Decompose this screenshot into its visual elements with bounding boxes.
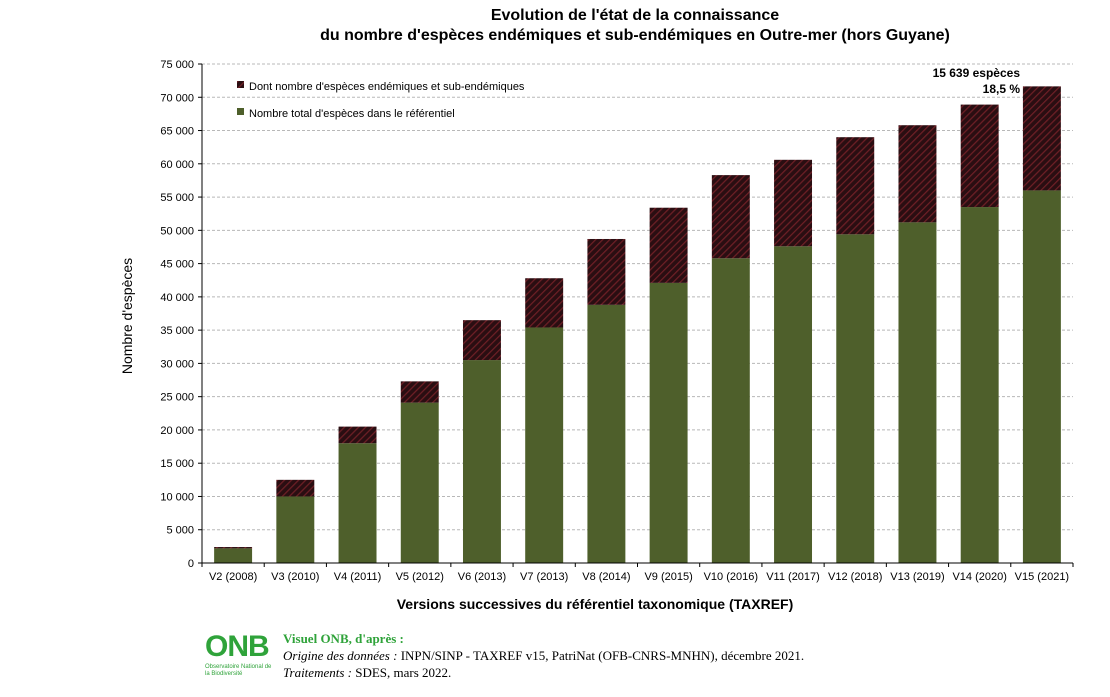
x-tick-label: V8 (2014) bbox=[582, 571, 630, 583]
bar-endemic bbox=[898, 125, 937, 223]
origin-text: INPN/SINP - TAXREF v15, PatriNat (OFB-CN… bbox=[397, 648, 805, 663]
bar-total bbox=[836, 234, 875, 564]
chart-title-line2: du nombre d'espèces endémiques et sub-en… bbox=[320, 27, 950, 44]
bar-endemic bbox=[774, 159, 813, 247]
x-tick-label: V15 (2021) bbox=[1015, 571, 1069, 583]
credits: Visuel ONB, d'après : Origine des donnée… bbox=[283, 630, 983, 681]
onb-logo: ONB Observatoire National de la Biodiver… bbox=[205, 630, 275, 688]
y-tick-label: 70 000 bbox=[160, 92, 194, 104]
y-tick-label: 5 000 bbox=[166, 525, 194, 537]
x-tick-labels: V2 (2008) V3 (2010) V4 (2011) V5 (2012) V6 (… bbox=[201, 563, 1074, 583]
credits-heading: Visuel ONB, d'après : bbox=[283, 631, 404, 646]
bar-endemic bbox=[960, 104, 999, 208]
bar-endemic bbox=[338, 426, 377, 444]
bar-endemic bbox=[276, 479, 315, 497]
bar-endemic bbox=[1022, 86, 1061, 191]
y-tick-label: 10 000 bbox=[160, 491, 194, 503]
y-tick-label: 50 000 bbox=[160, 225, 194, 237]
gridlines bbox=[202, 63, 1073, 531]
y-tick-label: 30 000 bbox=[160, 358, 194, 370]
bar-total bbox=[1022, 190, 1061, 563]
bar-endemic bbox=[525, 278, 564, 328]
legend-label-endemic: Dont nombre d'espèces endémiques et sub-… bbox=[249, 81, 525, 93]
x-tick-label: V3 (2010) bbox=[271, 571, 319, 583]
bar-total bbox=[276, 496, 315, 563]
bar-endemic bbox=[587, 238, 626, 305]
chart-title-line1: Evolution de l'état de la connaissance bbox=[491, 7, 779, 24]
x-tick-label: V5 (2012) bbox=[396, 571, 444, 583]
bar-total bbox=[338, 443, 377, 563]
x-tick-label: V14 (2020) bbox=[952, 571, 1006, 583]
y-tick-label: 0 bbox=[188, 558, 194, 570]
chart: Evolution de l'état de la connaissance d… bbox=[119, 7, 1074, 612]
bar-total bbox=[214, 548, 253, 563]
bar-endemic bbox=[836, 137, 875, 235]
bar-total bbox=[462, 360, 501, 563]
x-tick-label: V7 (2013) bbox=[520, 571, 568, 583]
origin-label: Origine des données : bbox=[283, 648, 398, 663]
x-tick-label: V2 (2008) bbox=[209, 571, 257, 583]
credits-treatment: Traitements : SDES, mars 2022. bbox=[283, 664, 983, 681]
x-tick-label: V10 (2016) bbox=[704, 571, 758, 583]
y-tick-label: 40 000 bbox=[160, 292, 194, 304]
bar-endemic bbox=[649, 207, 688, 283]
y-tick-label: 15 000 bbox=[160, 458, 194, 470]
y-tick-labels: 0 5 000 10 000 15 000 20 000 25 000 30 000 35 0… bbox=[160, 59, 202, 570]
bar-total bbox=[898, 222, 937, 563]
x-tick-label: V6 (2013) bbox=[458, 571, 506, 583]
bar-total bbox=[774, 246, 813, 563]
x-tick-label: V9 (2015) bbox=[644, 571, 692, 583]
logo-text: ONB bbox=[205, 630, 270, 663]
logo-subtitle: Observatoire National de la Biodiversité bbox=[205, 664, 272, 677]
credits-origin: Origine des données : INPN/SINP - TAXREF… bbox=[283, 647, 983, 664]
y-tick-label: 65 000 bbox=[160, 126, 194, 138]
bar-endemic bbox=[711, 175, 750, 259]
y-tick-label: 35 000 bbox=[160, 325, 194, 337]
bar-total bbox=[525, 327, 564, 563]
legend-label-total: Nombre total d'espèces dans le référenti… bbox=[249, 108, 455, 120]
bar-total bbox=[587, 304, 626, 563]
legend: Dont nombre d'espèces endémiques et sub-… bbox=[237, 81, 525, 120]
bar-total bbox=[649, 282, 688, 563]
x-tick-label: V4 (2011) bbox=[334, 571, 382, 583]
bars bbox=[214, 86, 1061, 564]
treatment-label: Traitements : bbox=[283, 665, 352, 680]
y-axis-title: Nombre d'espèces bbox=[119, 258, 135, 374]
bar-endemic bbox=[462, 320, 501, 361]
y-tick-label: 55 000 bbox=[160, 192, 194, 204]
bar-total bbox=[400, 402, 439, 563]
legend-swatch-endemic bbox=[237, 81, 244, 88]
y-tick-label: 75 000 bbox=[160, 59, 194, 71]
annotation-percent: 18,5 % bbox=[983, 82, 1021, 96]
x-axis-title: Versions successives du référentiel taxo… bbox=[397, 596, 794, 612]
x-tick-label: V13 (2019) bbox=[890, 571, 944, 583]
bar-endemic bbox=[400, 381, 439, 403]
annotation-species-count: 15 639 espèces bbox=[933, 66, 1021, 80]
bar-endemic bbox=[214, 547, 253, 549]
y-tick-label: 45 000 bbox=[160, 259, 194, 271]
legend-swatch-total bbox=[237, 108, 244, 115]
treatment-text: SDES, mars 2022. bbox=[351, 665, 452, 680]
bar-total bbox=[711, 258, 750, 563]
x-tick-label: V11 (2017) bbox=[766, 571, 820, 583]
bar-total bbox=[960, 207, 999, 563]
y-tick-label: 60 000 bbox=[160, 159, 194, 171]
x-tick-label: V12 (2018) bbox=[828, 571, 882, 583]
y-tick-label: 20 000 bbox=[160, 425, 194, 437]
y-tick-label: 25 000 bbox=[160, 392, 194, 404]
